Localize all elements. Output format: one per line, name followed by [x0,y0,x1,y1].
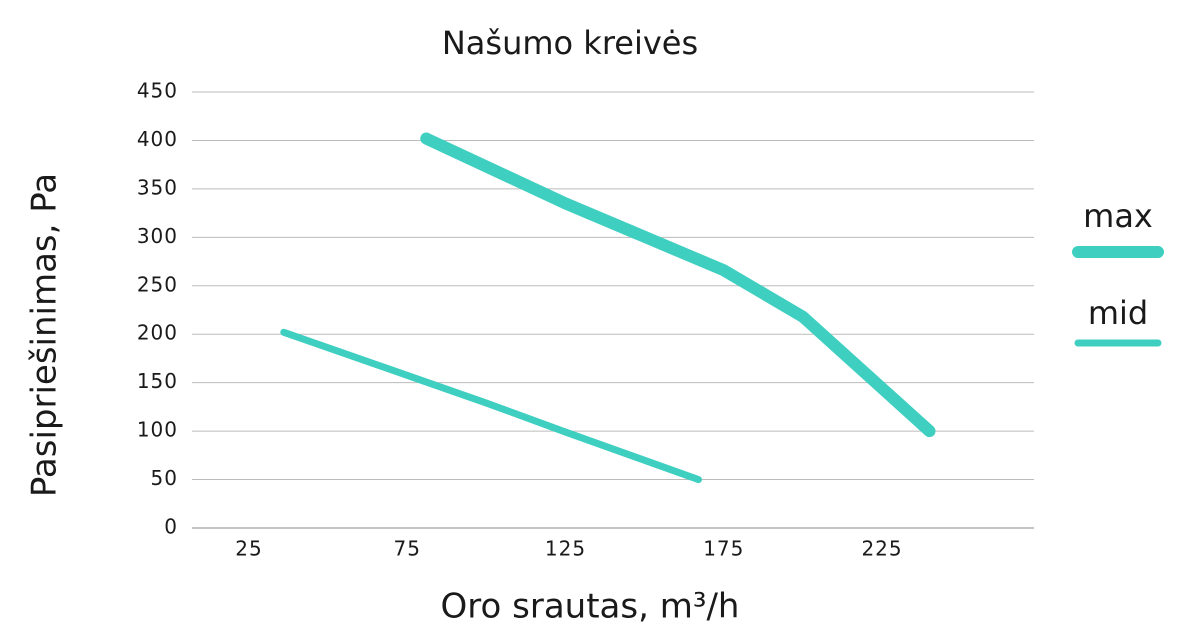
legend-label: mid [1088,294,1148,332]
y-tick-label: 250 [137,272,178,296]
y-tick-label: 300 [137,224,178,248]
legend-label: max [1083,197,1153,235]
y-tick-label: 350 [137,175,178,199]
y-tick-label: 150 [137,369,178,393]
series-line [420,132,936,438]
y-axis-title: Pasipriešinimas, Pa [25,173,65,497]
y-tick-label: 50 [151,466,178,490]
y-tick-label: 400 [137,127,178,151]
y-tick-label: 450 [137,79,178,103]
y-tick-label: 0 [164,515,178,539]
x-tick-label: 125 [545,537,586,561]
chart-title: Našumo kreivės [442,24,698,62]
x-axis-title: Oro srautas, m³/h [441,587,740,627]
y-tick-label: 200 [137,321,178,345]
x-tick-label: 225 [861,537,902,561]
x-tick-label: 175 [703,537,744,561]
series-line [280,328,702,484]
x-tick-label: 75 [394,537,421,561]
x-tick-label: 25 [235,537,262,561]
y-tick-label: 100 [137,418,178,442]
